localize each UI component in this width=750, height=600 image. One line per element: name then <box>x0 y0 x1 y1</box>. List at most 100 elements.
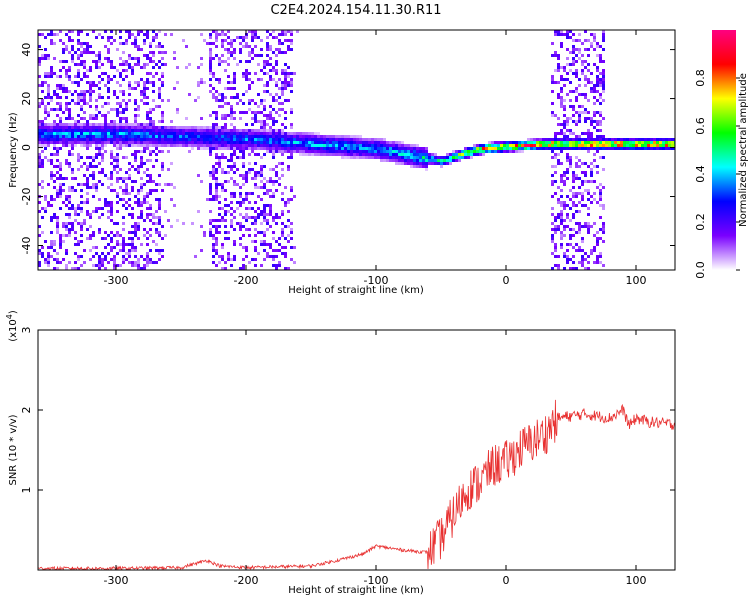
spectrogram-cell <box>311 138 314 141</box>
spectrogram-cell <box>599 216 602 219</box>
spectrogram-cell <box>233 78 236 81</box>
spectrogram-cell <box>374 153 377 156</box>
spectrogram-cell <box>323 144 326 147</box>
spectrogram-cell <box>497 150 500 153</box>
spectrogram-cell <box>221 168 224 171</box>
spectrogram-cell <box>371 141 374 144</box>
spectrogram-cell <box>608 147 611 150</box>
spectrogram-cell <box>329 153 332 156</box>
spectrogram-cell <box>86 51 89 54</box>
spectrogram-cell <box>581 72 584 75</box>
spectrogram-cell <box>77 93 80 96</box>
spectrogram-cell <box>239 51 242 54</box>
spectrogram-cell <box>215 132 218 135</box>
spectrogram-cell <box>587 231 590 234</box>
spectrogram-cell <box>200 147 203 150</box>
spectrogram-cell <box>209 84 212 87</box>
spectrogram-cell <box>539 144 542 147</box>
spectrogram-cell <box>494 147 497 150</box>
spectrogram-cell <box>593 141 596 144</box>
spectrogram-cell <box>275 264 278 267</box>
spectrogram-cell <box>599 129 602 132</box>
spectrogram-cell <box>563 78 566 81</box>
spectrogram-cell <box>80 30 83 33</box>
spectrogram-cell <box>137 45 140 48</box>
spectrogram-cell <box>494 141 497 144</box>
spectrogram-cell <box>272 96 275 99</box>
spectrogram-cell <box>590 135 593 138</box>
spectrogram-cell <box>650 138 653 141</box>
spectrogram-cell <box>593 63 596 66</box>
spectrogram-cell <box>578 210 581 213</box>
spectrogram-cell <box>581 240 584 243</box>
spectrogram-cell <box>455 156 458 159</box>
spectrogram-cell <box>557 201 560 204</box>
spectrogram-cell <box>167 150 170 153</box>
spectrogram-cell <box>146 141 149 144</box>
spectrogram-cell <box>50 42 53 45</box>
spectrogram-cell <box>452 153 455 156</box>
spectrogram-cell <box>515 144 518 147</box>
spectrogram-cell <box>140 66 143 69</box>
spectrogram-cell <box>44 210 47 213</box>
spectrogram-cell <box>149 129 152 132</box>
spectrogram-cell <box>71 48 74 51</box>
spectrogram-cell <box>125 69 128 72</box>
spectrogram-cell <box>74 219 77 222</box>
spectrogram-cell <box>146 129 149 132</box>
spectrogram-cell <box>518 150 521 153</box>
spectrogram-cell <box>128 30 131 33</box>
spectrogram-cell <box>164 135 167 138</box>
spectrogram-cell <box>557 267 560 270</box>
spectrogram-cell <box>98 267 101 270</box>
spectrogram-cell <box>506 150 509 153</box>
spectrogram-cell <box>266 90 269 93</box>
spectrogram-cell <box>140 132 143 135</box>
spectrogram-cell <box>602 264 605 267</box>
spectrogram-cell <box>74 51 77 54</box>
spectrogram-cell <box>215 111 218 114</box>
spectrogram-cell <box>239 186 242 189</box>
spectrogram-cell <box>599 138 602 141</box>
spectrogram-cell <box>590 33 593 36</box>
spectrogram-cell <box>269 57 272 60</box>
spectrogram-cell <box>110 207 113 210</box>
spectrogram-cell <box>155 249 158 252</box>
spectrogram-cell <box>560 147 563 150</box>
spectrogram-cell <box>242 177 245 180</box>
spectrogram-cell <box>197 138 200 141</box>
spectrogram-cell <box>134 222 137 225</box>
spectrogram-cell <box>98 132 101 135</box>
spectrogram-cell <box>56 177 59 180</box>
spectrogram-cell <box>221 54 224 57</box>
spectrogram-cell <box>593 87 596 90</box>
spectrogram-cell <box>137 258 140 261</box>
spectrogram-cell <box>566 225 569 228</box>
spectrogram-cell <box>596 255 599 258</box>
spectrogram-cell <box>152 66 155 69</box>
spectrogram-cell <box>332 138 335 141</box>
spectrogram-cell <box>242 72 245 75</box>
spectrogram-cell <box>251 150 254 153</box>
spectrogram-cell <box>299 150 302 153</box>
spectrogram-cell <box>68 123 71 126</box>
spectrogram-cell <box>104 267 107 270</box>
spectrogram-cell <box>260 231 263 234</box>
spectrogram-cell <box>266 129 269 132</box>
spectrogram-cell <box>251 192 254 195</box>
spectrogram-cell <box>578 48 581 51</box>
spectrogram-cell <box>53 126 56 129</box>
spectrogram-cell <box>497 144 500 147</box>
spectrogram-cell <box>584 84 587 87</box>
spectrogram-cell <box>50 69 53 72</box>
spectrogram-cell <box>95 153 98 156</box>
spectrogram-cell <box>125 258 128 261</box>
spectrogram-cell <box>41 54 44 57</box>
spectrogram-cell <box>83 144 86 147</box>
spectrogram-cell <box>281 198 284 201</box>
spectrogram-cell <box>560 129 563 132</box>
spectrogram-cell <box>215 138 218 141</box>
spectrogram-cell <box>281 81 284 84</box>
spectrogram-cell <box>68 30 71 33</box>
spectrogram-cell <box>89 216 92 219</box>
